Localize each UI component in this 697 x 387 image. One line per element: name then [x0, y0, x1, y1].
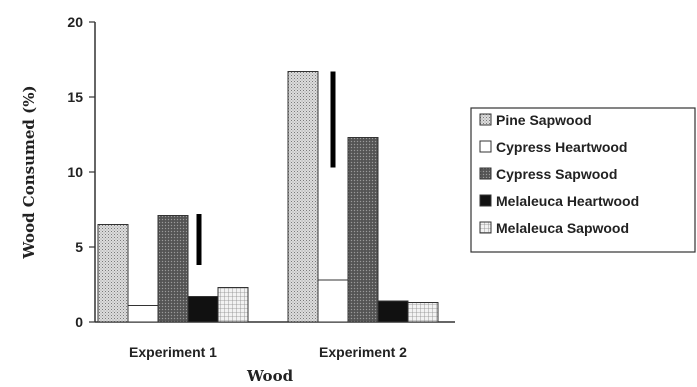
legend-swatch: [479, 194, 492, 207]
x-ticks: Experiment 1 Experiment 2: [129, 344, 407, 360]
x-axis-title: Wood: [246, 367, 294, 385]
legend-swatch: [479, 167, 492, 180]
legend-box: [470, 107, 696, 253]
legend-label: Cypress Sapwood: [496, 166, 617, 182]
y-axis: 0 5 10 15 20: [67, 14, 96, 330]
legend-items: Pine Sapwood Cypress Heartwood Cypress Sap…: [479, 112, 639, 236]
legend-swatch: [479, 113, 492, 126]
bar: [127, 305, 159, 323]
bar: [407, 302, 439, 323]
y-tick-label: 0: [75, 314, 83, 330]
bar: [217, 287, 249, 323]
legend-label: Cypress Heartwood: [496, 139, 627, 155]
bar: [347, 137, 379, 323]
error-bars: [196, 71, 336, 265]
bar: [377, 300, 409, 323]
y-tick-label: 15: [67, 89, 83, 105]
legend-label: Pine Sapwood: [496, 112, 592, 128]
x-tick-label: Experiment 2: [319, 344, 407, 360]
bar: [317, 279, 349, 323]
legend: Pine Sapwood Cypress Heartwood Cypress Sap…: [470, 107, 696, 253]
bar: [187, 296, 219, 323]
y-axis-title: Wood Consumed (%): [20, 85, 38, 259]
y-ticks: 0 5 10 15 20: [67, 14, 95, 330]
legend-label: Melaleuca Heartwood: [496, 193, 639, 209]
x-tick-label: Experiment 1: [129, 344, 217, 360]
x-axis: Experiment 1 Experiment 2: [95, 321, 455, 360]
y-tick-label: 10: [67, 164, 83, 180]
bar: [97, 224, 129, 323]
legend-swatch: [479, 140, 492, 153]
bar: [157, 215, 189, 323]
y-tick-label: 5: [75, 239, 83, 255]
bar: [287, 71, 319, 323]
bars: [97, 71, 439, 323]
y-tick-label: 20: [67, 14, 83, 30]
legend-label: Melaleuca Sapwood: [496, 220, 629, 236]
legend-swatch: [479, 221, 492, 234]
